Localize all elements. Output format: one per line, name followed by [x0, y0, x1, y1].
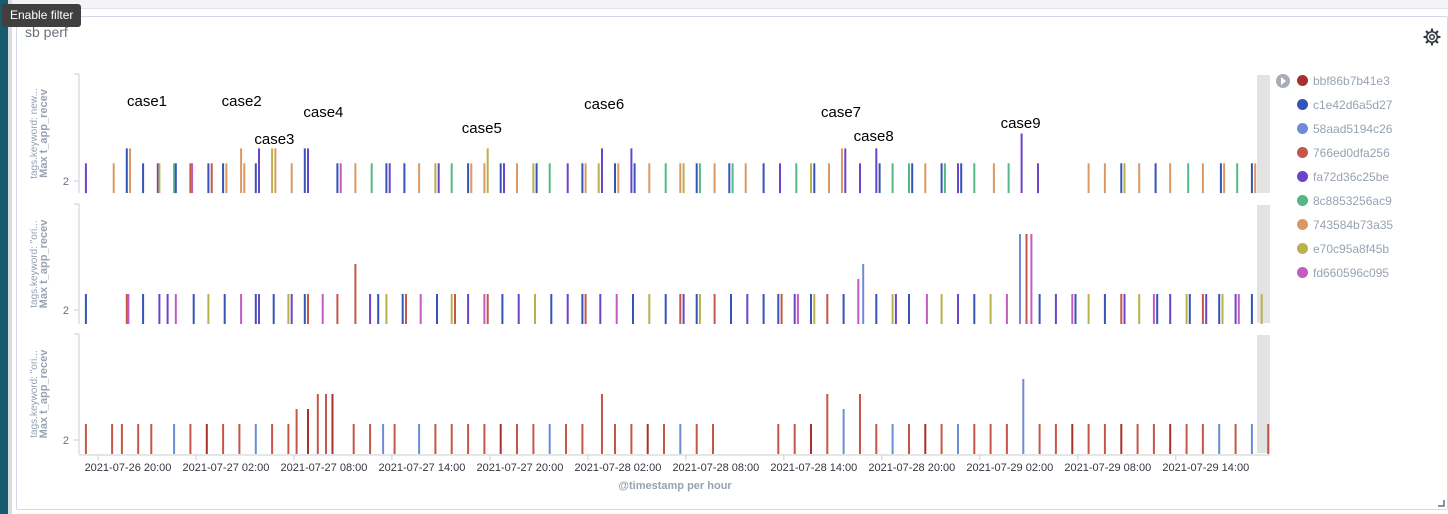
side-nav-edge [8, 0, 12, 514]
legend-label: 743584b73a35 [1313, 218, 1394, 232]
resize-handle-icon[interactable] [1437, 499, 1445, 507]
legend-dot-icon [1297, 267, 1308, 278]
app-side-nav [0, 0, 8, 514]
legend-item[interactable]: bbf86b7b41e3 [1297, 74, 1390, 90]
legend-item[interactable]: 743584b73a35 [1297, 218, 1393, 234]
gear-icon[interactable] [1423, 28, 1441, 46]
chevron-right-icon[interactable] [1276, 74, 1290, 88]
legend-item[interactable]: e70c95a8f45b [1297, 242, 1389, 258]
legend-dot-icon [1297, 243, 1308, 254]
legend-dot-icon [1297, 75, 1308, 86]
legend-item[interactable]: fd660596c095 [1297, 266, 1389, 282]
legend-item[interactable]: fa72d36c25be [1297, 170, 1389, 186]
legend-dot-icon [1297, 147, 1308, 158]
legend-label: fd660596c095 [1313, 266, 1390, 280]
visualization-panel [16, 16, 1448, 510]
top-toolbar-strip [12, 0, 1448, 9]
legend-dot-icon [1297, 99, 1308, 110]
legend-label: 766ed0dfa256 [1313, 146, 1390, 160]
legend-dot-icon [1297, 195, 1308, 206]
legend-dot-icon [1297, 171, 1308, 182]
legend-label: bbf86b7b41e3 [1313, 74, 1390, 88]
legend-item[interactable]: 58aad5194c26 [1297, 122, 1392, 138]
legend-dot-icon [1297, 219, 1308, 230]
legend-label: c1e42d6a5d27 [1313, 98, 1393, 112]
legend-label: 58aad5194c26 [1313, 122, 1393, 136]
legend-label: fa72d36c25be [1313, 170, 1390, 184]
legend-item[interactable]: 8c8853256ac9 [1297, 194, 1392, 210]
panel-title: sb perf [25, 24, 68, 40]
enable-filter-tooltip: Enable filter [2, 4, 82, 27]
legend-dot-icon [1297, 123, 1308, 134]
legend-item[interactable]: c1e42d6a5d27 [1297, 98, 1392, 114]
legend-item[interactable]: 766ed0dfa256 [1297, 146, 1390, 162]
legend-label: e70c95a8f45b [1313, 242, 1390, 256]
legend-label: 8c8853256ac9 [1313, 194, 1392, 208]
